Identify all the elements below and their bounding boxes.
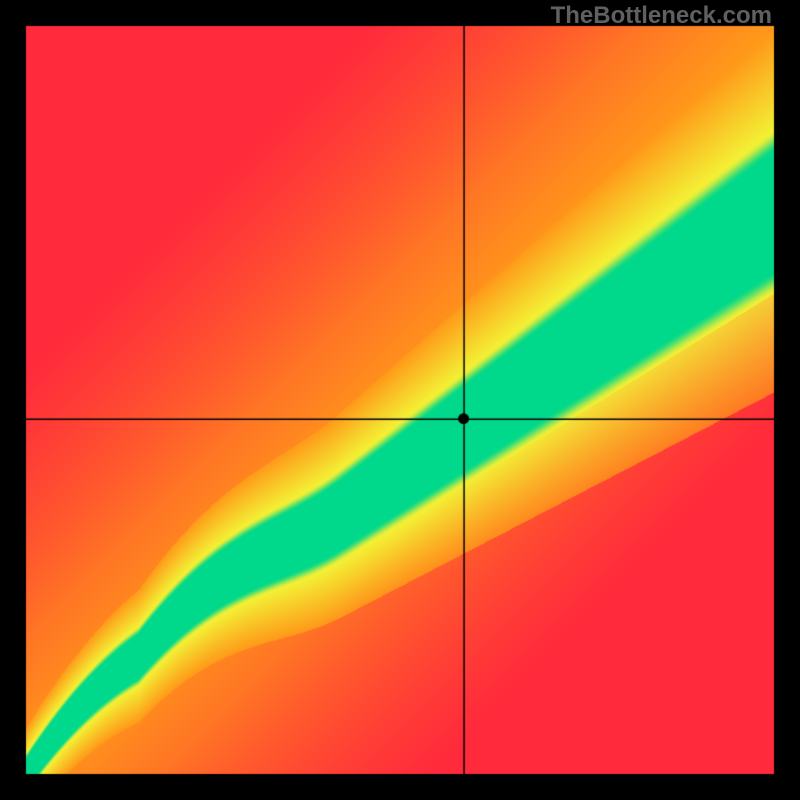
- chart-container: TheBottleneck.com: [0, 0, 800, 800]
- watermark-text: TheBottleneck.com: [551, 2, 772, 30]
- bottleneck-heatmap-canvas: [0, 0, 800, 800]
